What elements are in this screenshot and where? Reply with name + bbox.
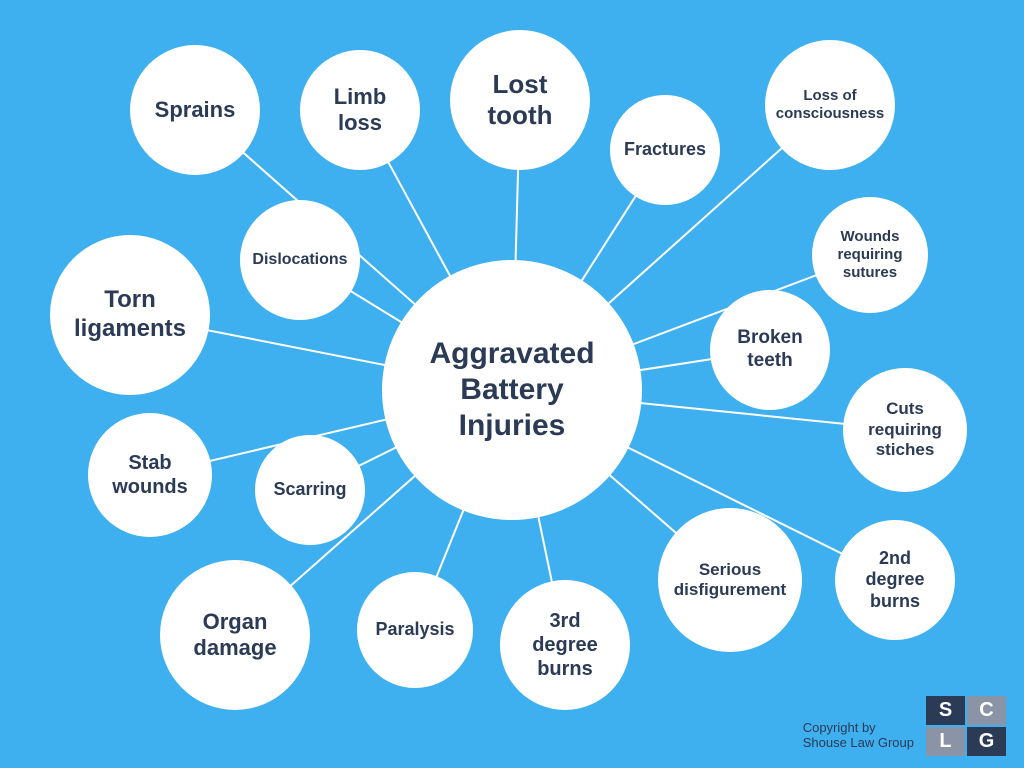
logo-cell-s: S xyxy=(926,696,965,725)
copyright-line1: Copyright by xyxy=(803,720,914,735)
copyright-text: Copyright by Shouse Law Group xyxy=(803,720,914,750)
node-third-degree: 3rddegreeburns xyxy=(500,580,630,710)
node-lost-tooth: Losttooth xyxy=(450,30,590,170)
node-paralysis: Paralysis xyxy=(357,572,473,688)
node-loss-consciousness: Loss ofconsciousness xyxy=(765,40,895,170)
node-sprains: Sprains xyxy=(130,45,260,175)
node-wounds-sutures: Woundsrequiringsutures xyxy=(812,197,928,313)
node-fractures: Fractures xyxy=(610,95,720,205)
logo-cell-g: G xyxy=(967,727,1006,756)
center-node: AggravatedBatteryInjuries xyxy=(382,260,642,520)
logo-cell-c: C xyxy=(967,696,1006,725)
copyright-line2: Shouse Law Group xyxy=(803,735,914,750)
node-limb-loss: Limbloss xyxy=(300,50,420,170)
node-torn-ligaments: Tornligaments xyxy=(50,235,210,395)
node-stab-wounds: Stabwounds xyxy=(88,413,212,537)
logo-cell-l: L xyxy=(926,727,965,756)
node-serious-disfigurement: Seriousdisfigurement xyxy=(658,508,802,652)
node-cuts-stitches: Cutsrequiringstiches xyxy=(843,368,967,492)
node-dislocations: Dislocations xyxy=(240,200,360,320)
node-organ-damage: Organdamage xyxy=(160,560,310,710)
logo: S C L G xyxy=(926,696,1006,756)
diagram-canvas: Sprains LimblossLosttoothFractures Loss of… xyxy=(0,0,1024,768)
node-broken-teeth: Brokenteeth xyxy=(710,290,830,410)
node-second-degree: 2nddegreeburns xyxy=(835,520,955,640)
node-scarring: Scarring xyxy=(255,435,365,545)
